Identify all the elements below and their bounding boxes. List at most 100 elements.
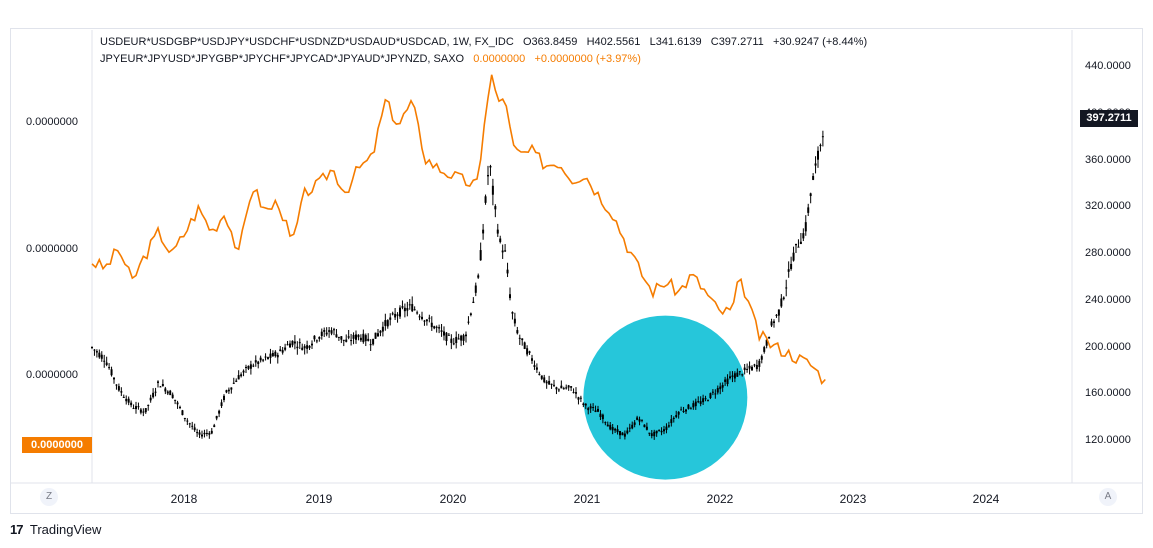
candle-body [648, 432, 651, 434]
candle-body [254, 360, 257, 363]
candle-body [98, 352, 101, 358]
left-axis-tick: 0.0000000 [26, 369, 78, 381]
candle-body [540, 375, 543, 379]
candle-body [379, 330, 382, 333]
candle-body [614, 428, 617, 431]
candle-body [601, 414, 604, 420]
candle-body [313, 335, 316, 340]
candle-body [499, 238, 502, 242]
candle-body [301, 347, 304, 351]
candle-body [741, 374, 744, 376]
candle-body [460, 335, 463, 341]
candle-body [680, 409, 683, 411]
zoom-button[interactable]: Z [40, 488, 58, 506]
candle-body [298, 342, 301, 344]
candle-body [650, 433, 653, 437]
candle-body [225, 390, 228, 393]
legend-compare-series: JPYEUR*JPYUSD*JPYGBP*JPYCHF*JPYCAD*JPYAU… [100, 53, 641, 65]
candle-body [531, 358, 533, 361]
candle-body [452, 343, 455, 345]
candle-body [807, 207, 810, 213]
candle-body [817, 150, 819, 160]
candle-body [386, 320, 389, 327]
tradingview-brand[interactable]: 17 TradingView [10, 522, 101, 537]
candle-body [262, 359, 265, 361]
candle-body [763, 347, 766, 352]
candle-body [284, 347, 287, 350]
candle-body [91, 347, 93, 349]
candle-body [479, 250, 482, 261]
candle-body [660, 430, 663, 433]
candle-body [342, 339, 345, 341]
candle-body [389, 317, 392, 320]
candle-body [724, 379, 727, 382]
candle-body [210, 430, 213, 434]
last-price-tag: 397.2711 [1080, 110, 1138, 127]
candle-body [773, 321, 775, 323]
candle-body [736, 372, 739, 377]
auto-scale-button[interactable]: A [1099, 488, 1117, 506]
candle-body [721, 385, 724, 388]
candle-body [381, 326, 384, 332]
candle-body [235, 380, 238, 382]
candle-body [95, 351, 98, 353]
candle-body [306, 345, 309, 349]
candle-body [685, 409, 687, 412]
candle-body [553, 384, 555, 386]
candle-body [323, 329, 326, 332]
candle-body [636, 417, 639, 420]
candle-body [653, 431, 656, 437]
candle-body [269, 353, 272, 358]
candle-body [667, 425, 670, 427]
candle-body [729, 376, 731, 379]
candle-body [174, 399, 177, 401]
candle-body [100, 354, 103, 359]
candle-body [731, 375, 734, 377]
candle-body [249, 364, 252, 369]
candle-body [560, 385, 563, 389]
candle-body [247, 365, 250, 369]
candle-body [699, 401, 702, 404]
candle-body [704, 398, 707, 400]
candle-body [372, 338, 375, 345]
candle-body [465, 334, 467, 337]
candle-body [665, 426, 668, 430]
candle-body [355, 334, 357, 340]
candle-body [418, 316, 421, 318]
candle-body [421, 316, 423, 320]
candle-body [425, 319, 428, 322]
candle-body [281, 350, 284, 353]
candle-body [279, 349, 282, 352]
candle-body [819, 144, 822, 147]
candle-body [743, 367, 746, 371]
right-axis-tick: 120.0000 [1085, 434, 1131, 446]
candle-body [526, 348, 529, 355]
candle-body [252, 365, 255, 367]
candle-body [628, 427, 631, 429]
legend-close: C397.2711 [710, 36, 764, 48]
legend-high: H402.5561 [586, 36, 641, 48]
candle-body [333, 329, 335, 331]
candle-body [435, 326, 438, 328]
candle-body [240, 374, 243, 377]
candle-body [469, 313, 472, 316]
compare-series-line [91, 74, 826, 385]
candle-body [286, 344, 289, 346]
candle-body [276, 354, 279, 358]
candle-body [347, 336, 350, 338]
candle-body [374, 332, 377, 339]
candle-body [396, 314, 399, 316]
candle-body [406, 308, 409, 311]
candle-body [584, 403, 587, 406]
candle-body [597, 408, 599, 412]
candle-body [318, 336, 321, 339]
candle-body [147, 404, 150, 406]
candle-body [237, 375, 240, 380]
candle-body [548, 380, 551, 385]
candle-body [416, 312, 419, 314]
candle-body [655, 430, 658, 434]
candle-body [350, 340, 353, 342]
candle-body [604, 422, 607, 424]
candle-body [303, 346, 306, 349]
